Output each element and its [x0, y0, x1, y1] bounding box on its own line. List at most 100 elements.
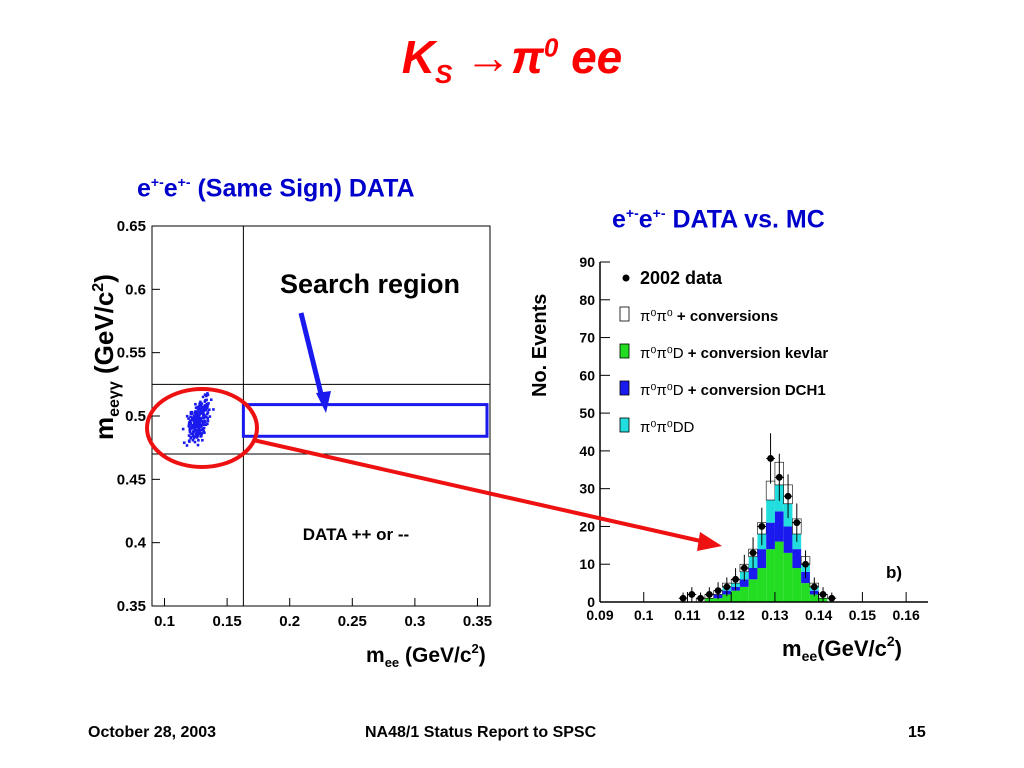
scatter-point	[202, 423, 205, 427]
footer-title: NA48/1 Status Report to SPSC	[365, 724, 597, 741]
title-k: K	[401, 31, 435, 83]
scatter-point	[198, 430, 201, 434]
scatter-point	[201, 405, 205, 409]
data-point	[793, 519, 801, 527]
y-tick-label: 50	[579, 405, 595, 421]
scatter-point	[199, 431, 202, 435]
caption-part: DATA vs. MC	[665, 205, 825, 234]
scatter-point	[187, 434, 191, 437]
title-sup: 0	[543, 32, 559, 63]
stack-bar	[757, 568, 767, 602]
scatter-point	[204, 406, 207, 410]
stack-bar	[783, 526, 793, 553]
legend-swatch	[619, 306, 630, 322]
scatter-point	[207, 408, 211, 412]
scatter-point	[191, 438, 195, 442]
scatter-point	[196, 443, 200, 447]
scatter-point	[187, 421, 191, 424]
y-tick-label: 60	[579, 367, 595, 383]
scatter-point	[192, 436, 196, 440]
left-chart-caption: e+-e+- (Same Sign) DATA	[137, 174, 415, 203]
stack-bar	[783, 552, 793, 602]
data-point	[705, 591, 713, 598]
histogram-data-points	[678, 433, 837, 602]
scatter-point	[190, 432, 193, 436]
scatter-point	[209, 398, 213, 402]
scatter-point	[192, 414, 196, 418]
search-region-box	[241, 403, 489, 438]
link-arrow-head	[697, 532, 722, 551]
caption-sup: +-	[652, 205, 666, 221]
x-tick-label: 0.14	[805, 607, 832, 623]
data-point	[714, 587, 722, 595]
scatter-point	[192, 426, 195, 429]
data-point	[758, 523, 766, 530]
data-point	[784, 492, 792, 500]
scatter-point	[206, 405, 209, 408]
x-tick-label: 0.3	[404, 613, 425, 630]
stack-bar	[766, 549, 775, 602]
scatter-point	[201, 438, 204, 442]
y-tick-label: 0.6	[125, 281, 146, 298]
stack-bar	[739, 579, 749, 587]
scatter-point	[194, 423, 197, 427]
scatter-point	[198, 421, 202, 425]
data-point	[732, 575, 739, 583]
y-tick-label: 20	[579, 518, 595, 534]
caption-sup: +-	[150, 174, 164, 190]
stack-bar	[766, 522, 775, 550]
scatter-point	[203, 404, 207, 407]
data-sign-label: DATA ++ or --	[303, 525, 409, 544]
legend-swatch	[619, 380, 630, 396]
scatter-point	[208, 415, 212, 418]
data-point	[767, 455, 774, 462]
scatter-point	[197, 432, 201, 436]
scatter-point	[203, 393, 207, 396]
caption-sup: +-	[177, 174, 191, 190]
scatter-point	[195, 414, 198, 418]
data-point	[828, 594, 836, 602]
scatter-point	[197, 427, 201, 431]
caption-part: e	[612, 205, 626, 234]
y-tick-label: 40	[579, 443, 595, 459]
scatter-point	[202, 417, 206, 420]
y-tick-label: 80	[579, 292, 595, 308]
legend-label: π⁰π⁰DD	[640, 419, 695, 436]
scatter-point	[198, 411, 201, 414]
histogram-ylabel: No. Events	[529, 294, 551, 397]
stack-bar	[765, 480, 776, 501]
scatter-point	[205, 412, 209, 416]
scatter-point	[212, 408, 215, 411]
scatter-point	[193, 440, 197, 444]
stack-bar	[739, 586, 749, 602]
scatter-point	[206, 392, 209, 395]
scatter-point	[195, 436, 199, 439]
scatter-point	[191, 412, 194, 415]
scatter-point	[196, 410, 199, 414]
scatter-ylabel: meeγγ (GeV/c2)	[89, 274, 123, 440]
scatter-point	[195, 425, 199, 429]
link-arrow	[252, 438, 706, 544]
scatter-point	[199, 412, 203, 415]
scatter-point	[197, 407, 201, 411]
scatter-point	[200, 402, 204, 405]
scatter-point	[191, 419, 194, 422]
scatter-point	[200, 419, 204, 423]
scatter-point	[206, 417, 209, 420]
y-tick-label: 30	[579, 481, 595, 497]
scatter-point	[202, 409, 206, 413]
scatter-point	[207, 402, 210, 405]
data-point	[697, 594, 704, 602]
y-tick-label: 90	[579, 254, 595, 270]
caption-part: e	[638, 205, 653, 234]
y-tick-label: 0.45	[117, 471, 146, 488]
caption-sup: +-	[625, 205, 639, 221]
scatter-point	[206, 411, 210, 414]
scatter-point	[205, 402, 209, 406]
right-chart-caption: e+-e+- DATA vs. MC	[612, 205, 825, 234]
y-tick-label: 70	[579, 330, 595, 346]
search-arrow	[298, 312, 325, 399]
data-point	[679, 594, 687, 602]
scatter-point	[181, 427, 185, 431]
scatter-point	[206, 419, 210, 423]
